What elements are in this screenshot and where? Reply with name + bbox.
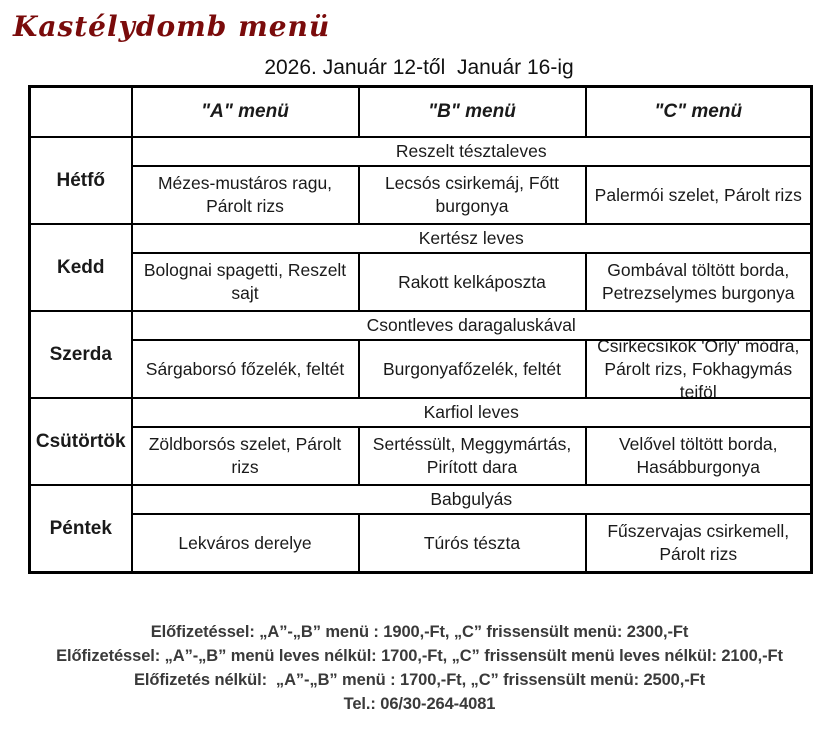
day-label-thursday: Csütörtök	[28, 397, 133, 486]
menu-text: Bolognai spagetti, Reszelt sajt	[143, 260, 347, 303]
table-row: Mézes-mustáros ragu, Párolt rizs Lecsós …	[30, 165, 813, 225]
menu-cell-wednesday-c: Csirkecsíkok 'Orly' módra, Párolt rizs, …	[584, 339, 813, 399]
table-row: Bolognai spagetti, Reszelt sajt Rakott k…	[30, 252, 813, 312]
soup-cell-monday: Reszelt tésztaleves	[130, 136, 813, 167]
table-row: Kedd Kertész leves	[28, 223, 813, 312]
menu-cell-wednesday-a: Sárgaborsó főzelék, feltét	[130, 339, 360, 399]
menu-cell-tuesday-b: Rakott kelkáposzta	[357, 252, 587, 312]
menu-text: Sárgaborsó főzelék, feltét	[145, 358, 345, 379]
column-header-a: "A" menü	[130, 85, 360, 138]
day-label-tuesday: Kedd	[28, 223, 133, 312]
menu-text: Rakott kelkáposzta	[398, 271, 546, 292]
table-row: Csütörtök Karfiol leves	[28, 397, 813, 486]
header-row: "A" menü "B" menü "C" menü	[28, 85, 813, 138]
soup-cell-wednesday: Csontleves daragaluskával	[130, 310, 813, 341]
table-row: Szerda Csontleves daragaluskával	[28, 310, 813, 399]
menu-cell-monday-b: Lecsós csirkemáj, Főtt burgonya	[357, 165, 587, 225]
column-header-b: "B" menü	[357, 85, 587, 138]
soup-cell-tuesday: Kertész leves	[130, 223, 813, 254]
menu-text: Palermói szelet, Párolt rizs	[594, 184, 802, 205]
menu-text: Fűszervajas csirkemell, Párolt rizs	[607, 521, 790, 564]
menu-cell-monday-a: Mézes-mustáros ragu, Párolt rizs	[130, 165, 360, 225]
menu-cell-wednesday-b: Burgonyafőzelék, feltét	[357, 339, 587, 399]
day-label-monday: Hétfő	[28, 136, 133, 225]
table-row: Hétfő Reszelt tésztaleves	[28, 136, 813, 225]
footer-line-subscription: Előfizetéssel: „A”-„B” menü : 1900,-Ft, …	[150, 623, 689, 641]
table-row: Zöldborsós szelet, Párolt rizs Sertéssül…	[30, 426, 813, 486]
table-row: Sárgaborsó főzelék, feltét Burgonyafőzel…	[30, 339, 813, 399]
price-footer: Előfizetéssel: „A”-„B” menü : 1900,-Ft, …	[0, 620, 839, 716]
column-header-c: "C" menü	[584, 85, 813, 138]
menu-text: Velővel töltött borda, Hasábburgonya	[618, 434, 778, 477]
menu-cell-thursday-a: Zöldborsós szelet, Párolt rizs	[130, 426, 360, 486]
soup-cell-thursday: Karfiol leves	[130, 397, 813, 428]
menu-text: Túrós tészta	[423, 532, 521, 553]
menu-text: Lekváros derelye	[178, 532, 312, 553]
menu-text: Csirkecsíkok 'Orly' módra, Párolt rizs, …	[597, 341, 800, 397]
menu-text: Mézes-mustáros ragu, Párolt rizs	[157, 173, 333, 216]
footer-line-subscription-no-soup: Előfizetéssel: „A”-„B” menü leves nélkül…	[56, 647, 783, 665]
menu-text: Gombával töltött borda, Petrezselymes bu…	[601, 260, 795, 303]
menu-text: Sertéssült, Meggymártás, Pirított dara	[372, 434, 572, 477]
menu-cell-friday-a: Lekváros derelye	[130, 513, 360, 574]
soup-text: Kertész leves	[418, 228, 524, 248]
corner-cell	[28, 85, 133, 138]
soup-cell-friday: Babgulyás	[130, 484, 813, 515]
date-range: 2026. Január 12-től Január 16-ig	[264, 56, 574, 79]
menu-text: Zöldborsós szelet, Párolt rizs	[148, 434, 342, 477]
menu-cell-tuesday-a: Bolognai spagetti, Reszelt sajt	[130, 252, 360, 312]
menu-cell-friday-c: Fűszervajas csirkemell, Párolt rizs	[584, 513, 813, 574]
table-row: Péntek Babgulyás	[28, 484, 813, 574]
table-row: Lekváros derelye Túrós tészta Fűszervaja…	[30, 513, 813, 574]
soup-text: Babgulyás	[430, 489, 513, 509]
day-label-friday: Péntek	[28, 484, 133, 574]
footer-line-no-subscription: Előfizetés nélkül: „A”-„B” menü : 1700,-…	[133, 671, 706, 689]
menu-cell-monday-c: Palermói szelet, Párolt rizs	[584, 165, 813, 225]
soup-text: Karfiol leves	[423, 402, 519, 422]
soup-text: Reszelt tésztaleves	[395, 141, 547, 161]
day-label-wednesday: Szerda	[28, 310, 133, 399]
soup-text: Csontleves daragaluskával	[366, 315, 576, 335]
menu-cell-thursday-c: Velővel töltött borda, Hasábburgonya	[584, 426, 813, 486]
page-title: Kastélydomb menü	[13, 10, 331, 43]
menu-text: Lecsós csirkemáj, Főtt burgonya	[384, 173, 560, 216]
phone-number: Tel.: 06/30-264-4081	[343, 695, 496, 713]
menu-text: Burgonyafőzelék, feltét	[382, 358, 562, 379]
menu-cell-thursday-b: Sertéssült, Meggymártás, Pirított dara	[357, 426, 587, 486]
menu-cell-friday-b: Túrós tészta	[357, 513, 587, 574]
menu-table: "A" menü "B" menü "C" menü Hétfő Reszelt…	[28, 85, 813, 574]
menu-cell-tuesday-c: Gombával töltött borda, Petrezselymes bu…	[584, 252, 813, 312]
